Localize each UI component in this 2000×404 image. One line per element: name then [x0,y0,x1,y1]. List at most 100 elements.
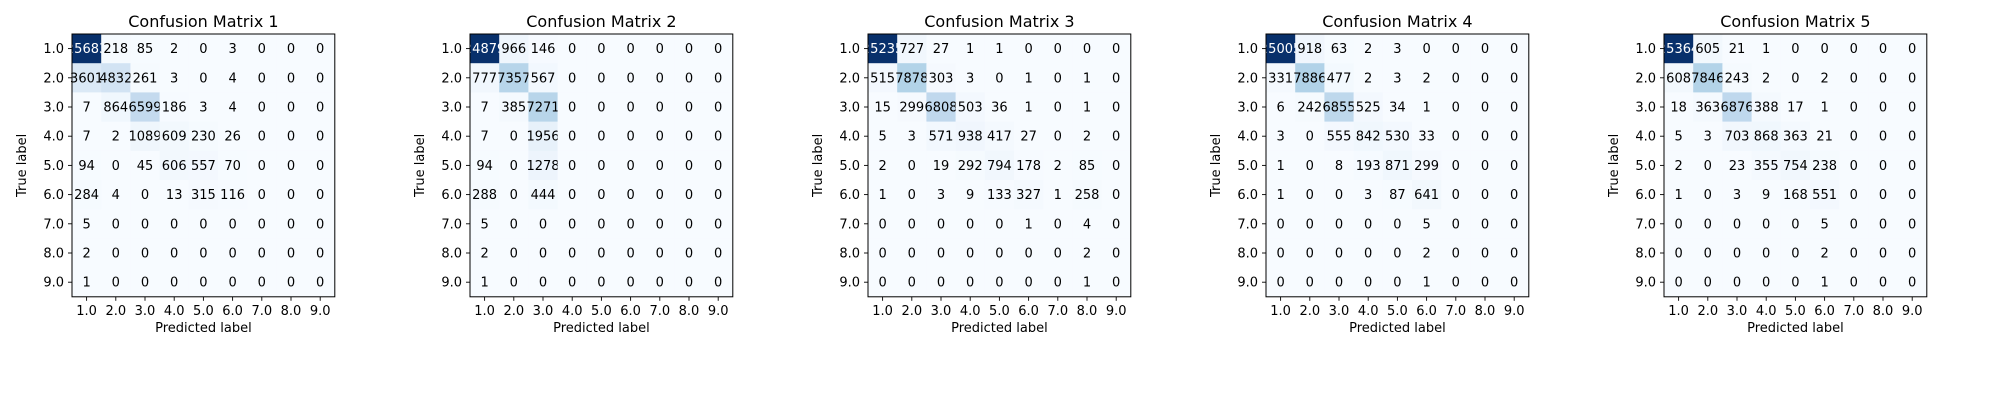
cell-value-label: 0 [170,247,178,262]
y-tick-label: 6.0 [839,188,860,203]
heatmap-cell [188,238,219,268]
x-tick-label: 1.0 [76,304,97,319]
heatmap-cell [499,209,529,239]
cell-value-label: 243 [1725,71,1750,86]
cell-value-label: 27 [933,42,950,57]
heatmap-cell [955,150,986,181]
heatmap-cell [499,34,529,64]
cell-value-label: 0 [316,71,324,86]
heatmap-cell [586,121,617,152]
heatmap-cell [101,180,131,210]
cell-value-label: 0 [878,276,886,291]
cell-value-label: 0 [1879,276,1887,291]
cell-value-label: 7 [82,130,90,145]
heatmap-cell [130,209,160,239]
heatmap-cell [674,34,704,64]
cell-value-label: 1 [1422,276,1430,291]
cell-value-label: 94 [476,159,493,174]
heatmap-cell [1897,209,1928,239]
heatmap-cell [868,150,898,181]
cell-value-label: 0 [597,159,605,174]
cell-value-label: 0 [1054,130,1062,145]
heatmap-cell [1470,180,1500,210]
heatmap-cell [1266,209,1296,239]
heatmap-cell [159,121,190,152]
cell-value-label: 6599 [128,101,161,116]
heatmap-cell [1722,238,1752,268]
cell-value-label: 0 [937,217,945,232]
y-tick-label: 2.0 [1635,71,1656,86]
heatmap-cell [955,34,986,64]
cell-value-label: 0 [568,42,576,57]
heatmap-cell [674,180,704,210]
cell-value-label: 1 [1276,188,1284,203]
cell-value-label: 0 [228,247,236,262]
cell-value-label: 5 [480,217,488,232]
cell-value-label: 0 [1335,247,1343,262]
y-axis-label: True label [1607,134,1622,198]
cell-value-label: 551 [1812,188,1837,203]
cell-value-label: 1 [1083,101,1091,116]
cell-value-label: 0 [1879,159,1887,174]
cell-value-label: 794 [987,159,1012,174]
heatmap-cell [130,34,160,64]
heatmap-cell [1470,150,1500,181]
heatmap-cell [218,34,248,64]
heatmap-cell [1839,121,1869,152]
y-tick-label: 1.0 [839,42,860,57]
heatmap-cell [1839,267,1869,298]
heatmap-cell [1839,34,1869,64]
heatmap-cell [1868,180,1898,210]
cell-value-label: 385 [501,101,526,116]
cell-value-label: 0 [714,42,722,57]
heatmap-cell [528,34,558,64]
cell-value-label: 0 [1704,159,1712,174]
cell-value-label: 0 [908,159,916,174]
heatmap-cell [305,267,336,298]
chart-title: Confusion Matrix 5 [1720,12,1870,31]
heatmap-cell [528,180,558,210]
heatmap-cell [557,209,588,239]
cell-value-label: 7 [82,101,90,116]
x-tick-label: 5.0 [193,304,214,319]
cell-value-label: 0 [1908,101,1916,116]
cell-value-label: 1 [1762,42,1770,57]
cell-value-label: 0 [1908,276,1916,291]
cell-value-label: 13 [166,188,183,203]
heatmap-cell [1897,92,1928,122]
cell-value-label: 1 [1276,159,1284,174]
heatmap-cell [1382,267,1413,298]
heatmap-cell [1101,34,1132,64]
y-tick-label: 1.0 [441,42,462,57]
cell-value-label: 19 [933,159,950,174]
heatmap-cell [305,180,336,210]
cell-value-label: 0 [597,217,605,232]
cell-value-label: 0 [626,247,634,262]
cell-value-label: 0 [228,276,236,291]
heatmap-cell [1353,92,1384,122]
cell-value-label: 0 [510,247,518,262]
cell-value-label: 0 [626,130,634,145]
cell-value-label: 0 [626,188,634,203]
cell-value-label: 0 [626,276,634,291]
cell-value-label: 3 [966,71,974,86]
heatmap-cell [1470,92,1500,122]
cell-value-label: 0 [1481,101,1489,116]
heatmap-cell [1839,238,1869,268]
heatmap-cell [674,63,704,93]
cell-value-label: 0 [568,217,576,232]
heatmap-cell [1751,238,1782,268]
heatmap-cell [616,209,646,239]
cell-value-label: 34 [1389,101,1406,116]
heatmap-cell [1441,267,1471,298]
heatmap-cell [159,63,190,93]
heatmap-cell [1810,180,1840,210]
heatmap-cell [1101,238,1132,268]
heatmap-cell [1043,150,1073,181]
cell-value-label: 4 [228,101,236,116]
heatmap-cell [1266,92,1296,122]
cell-value-label: 0 [1850,188,1858,203]
heatmap-cell [1470,63,1500,93]
heatmap-cell [159,92,190,122]
